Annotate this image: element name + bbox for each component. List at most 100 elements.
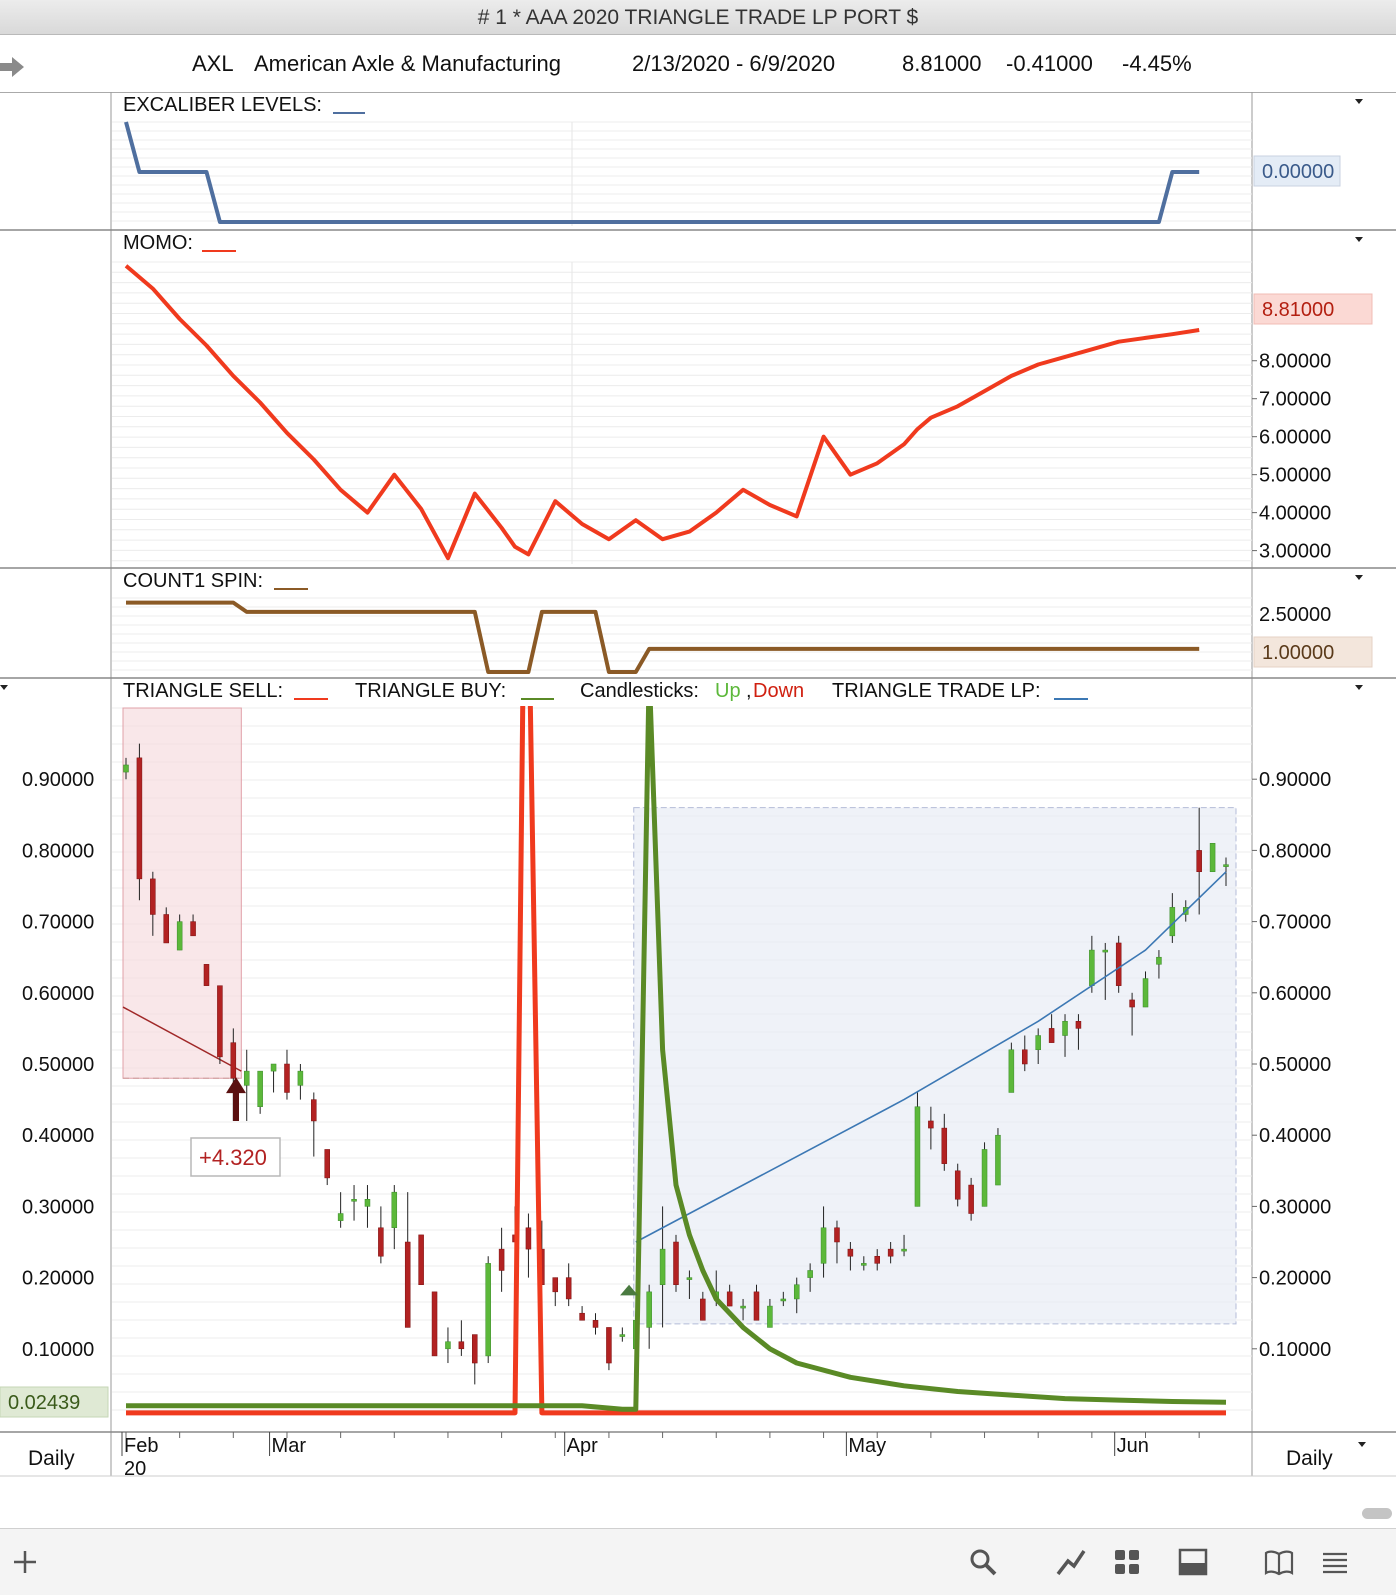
candle-body [928,1120,934,1129]
candle [753,1284,760,1321]
buy-signal-arrow-icon [620,1284,639,1296]
candle [217,985,223,1064]
candle-body [190,921,196,937]
main-ytick-label-left: 0.50000 [22,1054,94,1076]
candle [673,1234,679,1292]
candle [324,1149,330,1186]
candle [257,1070,263,1114]
candle [1156,950,1162,979]
chevron-down-icon [1355,237,1363,242]
main-ytick-label-right: 0.70000 [1259,912,1331,934]
main-ytick-label-right: 0.80000 [1259,840,1331,862]
candle-body [498,1248,505,1271]
candle-body [123,764,129,773]
candle-body [1102,949,1109,953]
candle [337,1192,344,1228]
chevron-down-icon [1355,99,1363,104]
excaliber-title: EXCALIBER LEVELS: [123,94,322,116]
candle [646,1284,652,1349]
window-titlebar: # 1 * AAA 2020 TRIANGLE TRADE LP PORT $ [0,0,1396,35]
momo-ytick-label: 5.00000 [1259,465,1331,487]
panel-layout-icon[interactable] [1176,1547,1210,1577]
chevron-down-icon[interactable] [1358,1442,1366,1447]
candle-body [807,1270,813,1278]
main-last-value-bg [0,1386,109,1418]
period-selector-right[interactable]: Daily [1286,1447,1333,1470]
candle-body [981,1149,988,1207]
candle [820,1206,827,1278]
candle [1223,857,1229,886]
candle-body [1129,999,1135,1008]
menu-icon[interactable] [1318,1547,1352,1577]
excaliber-last-value-bg [1253,155,1341,187]
candle-body [619,1334,626,1337]
count1-ytick-label: 2.50000 [1259,604,1331,626]
candle-body [1089,949,1095,986]
bottom-toolbar [0,1528,1396,1595]
legend-comma: , [746,680,752,702]
candle [995,1128,1001,1186]
main-ytick-label-right: 0.20000 [1259,1268,1331,1290]
candle [686,1270,693,1299]
candle [404,1192,411,1328]
candle [1115,935,1122,993]
candle-body [673,1241,679,1285]
candle [592,1313,599,1335]
candle-body [364,1199,371,1207]
candle [1022,1035,1028,1072]
candle [740,1298,746,1321]
time-axis-label: May [848,1435,886,1457]
candle-body [163,914,169,944]
candle [968,1177,974,1221]
add-icon[interactable] [8,1547,42,1577]
candle [981,1142,988,1207]
search-icon[interactable] [966,1547,1000,1577]
candle-body [324,1149,330,1179]
candle [874,1249,880,1271]
count1-title: COUNT1 SPIN: [123,570,263,592]
legend-candlesticks: Candlesticks: [580,680,699,702]
candle [525,1213,532,1278]
candle-body [659,1248,666,1285]
candle [928,1106,934,1150]
chart-area[interactable]: EXCALIBER LEVELS: 0.00000 MOMO: 8.00000 7.00… [0,0,1396,1528]
candle-body [1035,1035,1041,1051]
candle [834,1220,840,1264]
momo-last-value-bg [1253,293,1373,325]
candle-body [887,1248,894,1257]
line-chart-icon[interactable] [1054,1547,1088,1577]
main-ytick-label-left: 0.20000 [22,1268,94,1290]
candle-body [1142,978,1149,1008]
candle [176,914,183,951]
legend-trade-lp: TRIANGLE TRADE LP: [832,680,1041,702]
excaliber-last-value: 0.00000 [1262,161,1334,183]
candle-body [740,1305,746,1309]
main-ytick-label-left: 0.10000 [22,1339,94,1361]
book-icon[interactable] [1262,1547,1296,1577]
candle [887,1242,894,1264]
arrow-right-icon[interactable] [0,55,26,79]
main-ytick-label-left: 0.90000 [22,769,94,791]
period-selector-left[interactable]: Daily [28,1447,75,1470]
candle-body [753,1291,760,1321]
time-axis-label: Apr [567,1435,598,1457]
candle [619,1327,626,1342]
candle-body [1075,1021,1082,1029]
candle [941,1113,948,1171]
candle [243,1049,250,1121]
momo-ytick-label: 6.00000 [1259,427,1331,449]
candle [190,914,196,937]
date-range: 2/13/2020 - 6/9/2020 [632,51,836,76]
symbol-info-bar: AXL American Axle & Manufacturing 2/13/2… [0,35,1396,93]
time-axis-label: Jun [1117,1435,1149,1457]
count1-last-value-bg [1253,636,1373,668]
chevron-down-icon [1355,575,1363,580]
main-ytick-label-left: 0.80000 [22,840,94,862]
main-ytick-label-right: 0.40000 [1259,1125,1331,1147]
candle [297,1064,304,1100]
candle [954,1163,961,1207]
momo-title: MOMO: [123,232,193,254]
horizontal-scrollbar[interactable] [1362,1508,1392,1519]
candle-body [793,1284,800,1300]
grid-icon[interactable] [1110,1547,1144,1577]
